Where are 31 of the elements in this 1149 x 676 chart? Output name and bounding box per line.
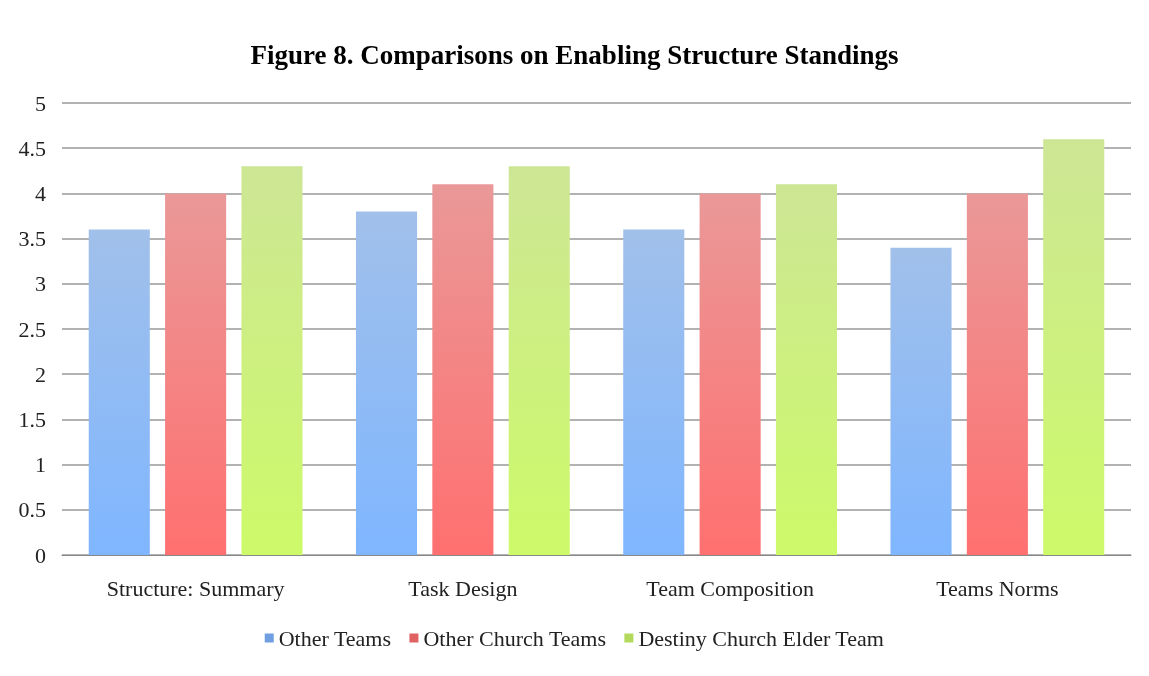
bar: [432, 184, 494, 555]
bar: [775, 184, 838, 555]
y-tick-label: 2: [35, 361, 46, 387]
bar: [966, 193, 1028, 555]
bar: [1043, 139, 1105, 555]
bar: [623, 229, 685, 555]
y-tick-label: 4.5: [18, 135, 46, 161]
x-tick-label: Structure: Summary: [106, 575, 285, 601]
legend-label: Other Church Teams: [423, 625, 606, 651]
x-tick-label: Task Design: [408, 575, 518, 601]
legend-label: Other Teams: [278, 625, 392, 651]
x-tick-label: Teams Norms: [936, 575, 1059, 601]
y-tick-label: 1: [35, 452, 46, 478]
bar: [165, 193, 227, 555]
y-tick-label: 0: [35, 542, 46, 568]
bar: [241, 166, 303, 555]
y-tick-label: 4: [35, 180, 46, 206]
y-tick-label: 3.5: [18, 226, 46, 252]
y-tick-label: 1.5: [18, 406, 46, 432]
bar: [699, 193, 761, 555]
bar: [508, 166, 570, 555]
legend-label: Destiny Church Elder Team: [638, 625, 884, 651]
bar: [88, 229, 150, 555]
chart-title: Figure 8. Comparisons on Enabling Structure Standings: [250, 39, 899, 70]
y-tick-label: 5: [35, 90, 46, 116]
y-tick-label: 0.5: [18, 497, 46, 523]
x-tick-label: Team Composition: [646, 575, 814, 601]
y-tick-label: 2.5: [18, 316, 46, 342]
y-tick-label: 3: [35, 271, 46, 297]
bar: [355, 211, 418, 555]
bar: [890, 247, 952, 555]
